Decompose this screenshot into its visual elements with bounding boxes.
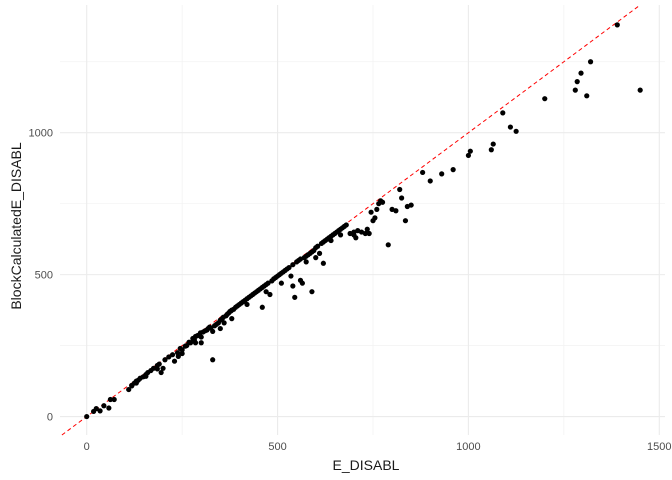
data-point (353, 235, 359, 241)
y-axis-title: BlockCalculatedE_DISABL (8, 142, 24, 310)
data-point (198, 334, 204, 340)
data-point (229, 316, 235, 322)
data-point (368, 209, 374, 215)
x-tick-label: 1500 (647, 441, 671, 453)
data-point (126, 386, 132, 393)
data-point (309, 289, 315, 295)
data-point (84, 413, 90, 420)
data-point (143, 373, 149, 379)
data-point (187, 340, 194, 346)
data-point (171, 358, 178, 364)
data-point (507, 124, 514, 130)
data-point (288, 273, 294, 279)
data-point (467, 148, 473, 154)
data-point (574, 79, 580, 85)
data-point (450, 167, 456, 173)
data-point (97, 408, 103, 414)
data-point (490, 141, 496, 147)
data-point (513, 128, 519, 134)
data-point (150, 365, 157, 371)
data-point (372, 215, 378, 221)
tick-labels: 0 500 1000 1500 0 500 1000 (29, 128, 672, 453)
data-point (129, 383, 135, 389)
data-point (166, 354, 172, 360)
data-point (337, 232, 344, 238)
data-point (278, 280, 284, 286)
data-point (267, 291, 273, 298)
data-point (637, 87, 643, 93)
data-point (154, 366, 160, 372)
data-point (156, 361, 162, 367)
data-point (385, 242, 391, 248)
data-point (170, 352, 176, 358)
data-point (374, 206, 380, 212)
data-point (542, 96, 548, 102)
points-layer (84, 22, 643, 420)
data-point (107, 396, 113, 403)
data-point (244, 301, 250, 308)
data-point (265, 280, 271, 286)
data-point (408, 202, 414, 208)
data-point (488, 147, 494, 153)
data-point (221, 320, 227, 326)
data-point (290, 262, 296, 268)
data-point (584, 93, 590, 99)
data-point (297, 277, 304, 283)
data-point (111, 396, 117, 403)
data-point (210, 328, 216, 335)
data-point (292, 294, 298, 300)
data-point (379, 199, 386, 205)
data-point (198, 340, 204, 346)
x-tick-label: 1000 (456, 441, 480, 453)
data-point (106, 405, 112, 411)
x-axis-title: E_DISABL (333, 457, 400, 473)
x-tick-label: 500 (268, 441, 286, 453)
data-point (259, 304, 265, 310)
data-point (313, 255, 319, 261)
data-point (366, 230, 372, 237)
data-point (439, 171, 445, 177)
data-point (286, 264, 292, 271)
data-point (343, 222, 349, 228)
data-point (133, 380, 139, 386)
data-point (210, 357, 216, 363)
data-point (465, 152, 472, 159)
data-point (263, 289, 269, 295)
data-point (364, 226, 370, 232)
data-point (393, 208, 399, 214)
data-point (328, 237, 334, 244)
data-point (179, 347, 185, 353)
data-point (500, 110, 506, 116)
data-point (179, 350, 185, 357)
data-point (316, 250, 323, 256)
data-point (217, 325, 223, 332)
data-point (420, 169, 426, 176)
y-tick-label: 0 (47, 412, 53, 424)
data-point (160, 365, 166, 371)
y-tick-label: 500 (35, 270, 53, 282)
data-point (93, 406, 99, 412)
data-point (315, 243, 321, 249)
data-point (362, 230, 368, 237)
data-point (427, 178, 433, 184)
data-point (614, 22, 620, 28)
data-point (397, 186, 403, 193)
data-point (578, 70, 584, 76)
data-point (303, 259, 309, 265)
data-point (587, 59, 594, 65)
data-point (320, 260, 326, 266)
data-point (572, 87, 578, 93)
data-point (162, 357, 168, 363)
data-point (101, 403, 107, 409)
y-tick-label: 1000 (29, 128, 53, 140)
data-point (158, 369, 164, 376)
data-point (402, 218, 409, 224)
grid (60, 5, 665, 435)
data-point (399, 195, 405, 201)
x-tick-label: 0 (84, 441, 90, 453)
data-point (192, 340, 199, 346)
data-point (290, 283, 296, 289)
data-point (175, 353, 181, 359)
